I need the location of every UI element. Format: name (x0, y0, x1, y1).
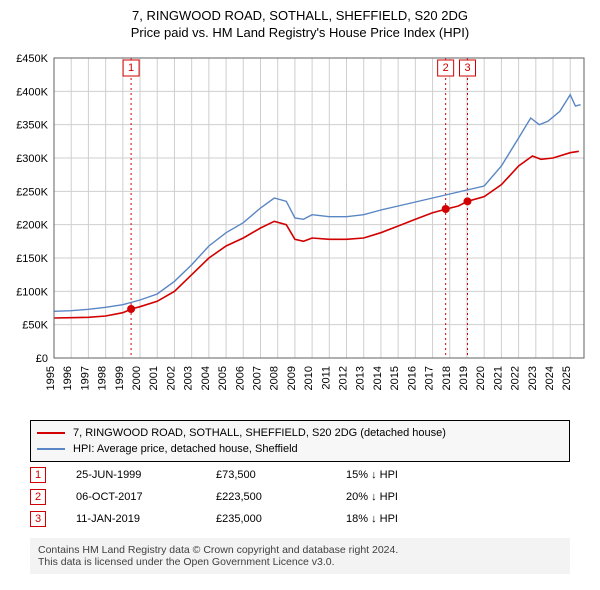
chart-subtitle: Price paid vs. HM Land Registry's House … (0, 25, 600, 40)
footer-line: Contains HM Land Registry data © Crown c… (38, 544, 562, 556)
event-row: 3 11-JAN-2019 £235,000 18% ↓ HPI (30, 508, 570, 530)
chart-area: £0 £50K £100K £150K £200K £250K £300K £350K £400… (6, 50, 594, 414)
svg-text:2014: 2014 (372, 366, 384, 390)
svg-text:2004: 2004 (200, 366, 212, 390)
svg-text:£150K: £150K (16, 253, 48, 265)
svg-text:2009: 2009 (286, 366, 298, 390)
svg-text:2024: 2024 (544, 366, 556, 390)
svg-text:2018: 2018 (441, 366, 453, 390)
chart-svg: £0 £50K £100K £150K £200K £250K £300K £350K £400… (6, 50, 594, 414)
svg-text:2010: 2010 (303, 366, 315, 390)
svg-text:£200K: £200K (16, 220, 48, 232)
svg-text:£450K: £450K (16, 53, 48, 65)
event-date: 11-JAN-2019 (76, 513, 186, 525)
svg-text:2015: 2015 (389, 366, 401, 390)
legend-swatch (37, 432, 65, 434)
legend-label: HPI: Average price, detached house, Shef… (73, 441, 298, 457)
svg-text:2022: 2022 (510, 366, 522, 390)
svg-text:£300K: £300K (16, 153, 48, 165)
events-table: 1 25-JUN-1999 £73,500 15% ↓ HPI 2 06-OCT… (30, 464, 570, 530)
svg-text:£350K: £350K (16, 120, 48, 132)
event-date: 25-JUN-1999 (76, 469, 186, 481)
svg-text:2: 2 (443, 62, 449, 74)
chart-title: 7, RINGWOOD ROAD, SOTHALL, SHEFFIELD, S2… (0, 8, 600, 23)
legend-item: HPI: Average price, detached house, Shef… (37, 441, 563, 457)
svg-text:2002: 2002 (165, 366, 177, 390)
svg-text:£0: £0 (36, 353, 48, 365)
svg-text:£100K: £100K (16, 286, 48, 298)
svg-text:2021: 2021 (492, 366, 504, 390)
svg-text:2023: 2023 (527, 366, 539, 390)
svg-text:2012: 2012 (338, 366, 350, 390)
svg-text:£400K: £400K (16, 86, 48, 98)
event-row: 1 25-JUN-1999 £73,500 15% ↓ HPI (30, 464, 570, 486)
svg-text:1997: 1997 (79, 366, 91, 390)
svg-text:2003: 2003 (183, 366, 195, 390)
event-date: 06-OCT-2017 (76, 491, 186, 503)
svg-text:£50K: £50K (22, 320, 48, 332)
svg-text:2005: 2005 (217, 366, 229, 390)
svg-text:2001: 2001 (148, 366, 160, 390)
legend-swatch (37, 448, 65, 450)
svg-text:2011: 2011 (320, 366, 332, 390)
svg-text:2007: 2007 (251, 366, 263, 390)
legend-label: 7, RINGWOOD ROAD, SOTHALL, SHEFFIELD, S2… (73, 425, 446, 441)
event-diff: 15% ↓ HPI (346, 469, 446, 481)
svg-text:2000: 2000 (131, 366, 143, 390)
chart-title-block: 7, RINGWOOD ROAD, SOTHALL, SHEFFIELD, S2… (0, 0, 600, 40)
event-marker: 3 (30, 511, 46, 527)
svg-text:2020: 2020 (475, 366, 487, 390)
svg-text:2025: 2025 (561, 366, 573, 390)
svg-text:2008: 2008 (269, 366, 281, 390)
svg-text:1998: 1998 (97, 366, 109, 390)
legend: 7, RINGWOOD ROAD, SOTHALL, SHEFFIELD, S2… (30, 420, 570, 462)
svg-text:1995: 1995 (45, 366, 57, 390)
event-row: 2 06-OCT-2017 £223,500 20% ↓ HPI (30, 486, 570, 508)
svg-text:2019: 2019 (458, 366, 470, 390)
event-price: £223,500 (216, 491, 316, 503)
event-diff: 20% ↓ HPI (346, 491, 446, 503)
event-price: £235,000 (216, 513, 316, 525)
svg-text:1996: 1996 (62, 366, 74, 390)
event-marker: 2 (30, 489, 46, 505)
footer-line: This data is licensed under the Open Gov… (38, 556, 562, 568)
legend-item: 7, RINGWOOD ROAD, SOTHALL, SHEFFIELD, S2… (37, 425, 563, 441)
event-marker: 1 (30, 467, 46, 483)
svg-text:£250K: £250K (16, 186, 48, 198)
svg-text:2016: 2016 (406, 366, 418, 390)
event-diff: 18% ↓ HPI (346, 513, 446, 525)
event-price: £73,500 (216, 469, 316, 481)
svg-text:3: 3 (464, 62, 470, 74)
footer-attribution: Contains HM Land Registry data © Crown c… (30, 538, 570, 574)
svg-text:2006: 2006 (234, 366, 246, 390)
svg-text:1999: 1999 (114, 366, 126, 390)
svg-text:1: 1 (128, 62, 134, 74)
svg-text:2013: 2013 (355, 366, 367, 390)
svg-text:2017: 2017 (424, 366, 436, 390)
